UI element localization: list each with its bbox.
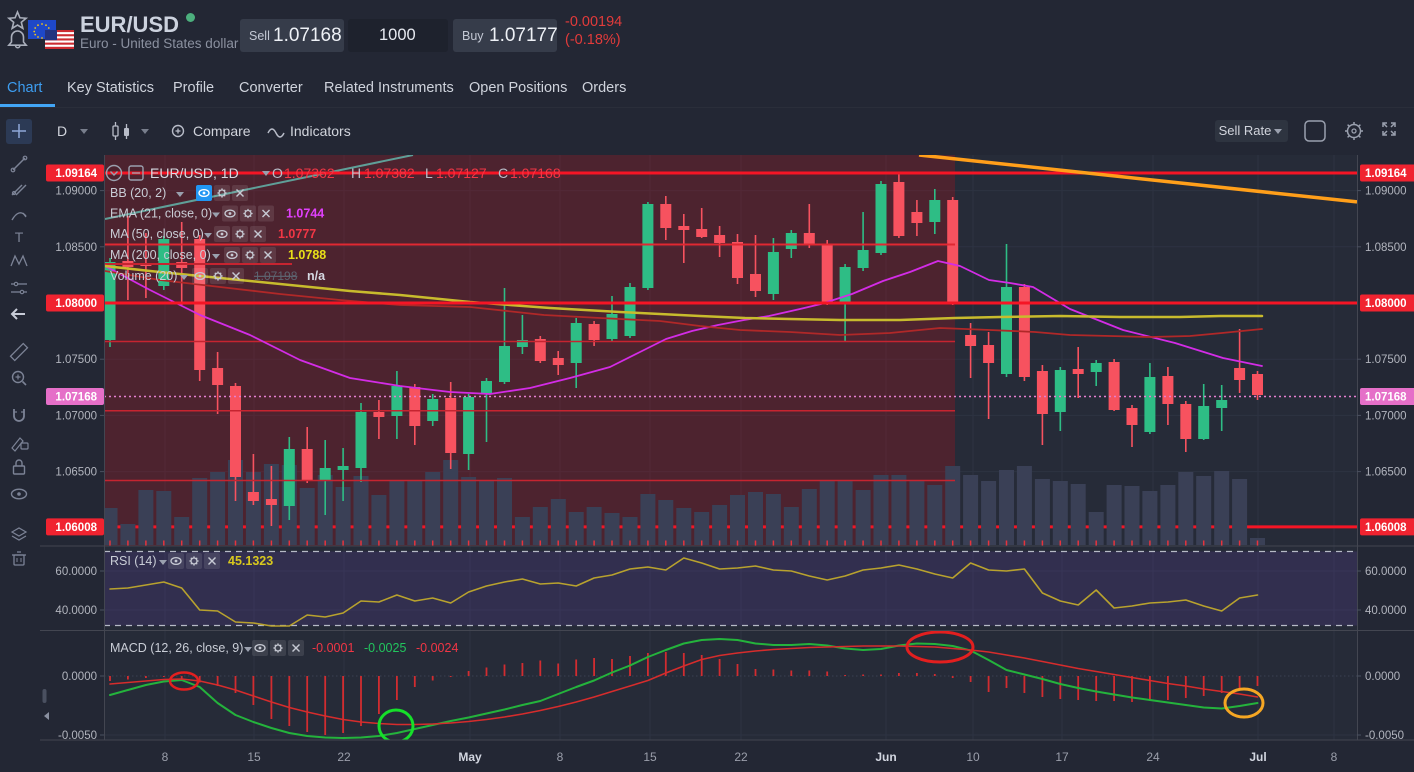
svg-text:45.1323: 45.1323	[228, 554, 273, 568]
svg-text:1.08000: 1.08000	[55, 298, 97, 310]
svg-text:22: 22	[337, 750, 351, 764]
svg-text:-0.0050: -0.0050	[1365, 730, 1404, 742]
svg-text:RSI (14): RSI (14)	[110, 554, 157, 568]
svg-text:1.07000: 1.07000	[55, 410, 97, 422]
svg-text:Indicators: Indicators	[290, 123, 351, 139]
svg-text:L: L	[425, 165, 433, 181]
svg-text:MACD (12, 26, close, 9): MACD (12, 26, close, 9)	[110, 641, 243, 655]
svg-text:May: May	[458, 750, 482, 764]
svg-text:1.06008: 1.06008	[55, 522, 97, 534]
svg-text:-0.0024: -0.0024	[416, 641, 458, 655]
svg-text:O: O	[272, 165, 283, 181]
svg-text:Volume (20): Volume (20)	[110, 269, 177, 283]
svg-text:Jun: Jun	[875, 750, 896, 764]
svg-text:1.08500: 1.08500	[1365, 242, 1407, 254]
svg-text:8: 8	[557, 750, 564, 764]
svg-text:1.0777: 1.0777	[278, 227, 316, 241]
svg-text:24: 24	[1146, 750, 1160, 764]
svg-text:-0.0050: -0.0050	[58, 730, 97, 742]
svg-text:MA (200, close, 0): MA (200, close, 0)	[110, 248, 211, 262]
svg-text:MA (50, close, 0): MA (50, close, 0)	[110, 227, 204, 241]
svg-text:1.08500: 1.08500	[55, 242, 97, 254]
svg-text:40.0000: 40.0000	[1365, 605, 1407, 617]
svg-text:H: H	[351, 165, 361, 181]
svg-text:1.07127: 1.07127	[436, 165, 487, 181]
svg-text:1.07168: 1.07168	[1365, 392, 1407, 404]
svg-text:1.07198: 1.07198	[254, 269, 298, 283]
svg-text:0.0000: 0.0000	[62, 671, 97, 683]
svg-text:60.0000: 60.0000	[55, 566, 97, 578]
svg-text:1.07000: 1.07000	[1365, 410, 1407, 422]
svg-text:22: 22	[734, 750, 748, 764]
svg-text:17: 17	[1055, 750, 1069, 764]
svg-text:1.07168: 1.07168	[55, 392, 97, 404]
svg-text:1.07500: 1.07500	[55, 354, 97, 366]
svg-text:1.07168: 1.07168	[510, 165, 561, 181]
svg-text:40.0000: 40.0000	[55, 605, 97, 617]
svg-text:C: C	[498, 165, 508, 181]
svg-text:1.09164: 1.09164	[1365, 168, 1407, 180]
svg-text:1.06500: 1.06500	[55, 467, 97, 479]
svg-text:-0.0025: -0.0025	[364, 641, 406, 655]
svg-text:8: 8	[1331, 750, 1338, 764]
svg-text:EMA (21, close, 0): EMA (21, close, 0)	[110, 207, 212, 221]
svg-text:T: T	[15, 229, 24, 245]
svg-text:0.0000: 0.0000	[1365, 671, 1400, 683]
svg-text:Jul: Jul	[1249, 750, 1266, 764]
svg-text:1.06500: 1.06500	[1365, 467, 1407, 479]
svg-text:1.0788: 1.0788	[288, 248, 326, 262]
svg-text:1.06008: 1.06008	[1365, 522, 1407, 534]
svg-text:15: 15	[643, 750, 657, 764]
svg-text:1.07500: 1.07500	[1365, 354, 1407, 366]
svg-text:10: 10	[966, 750, 980, 764]
svg-text:1.09000: 1.09000	[1365, 186, 1407, 198]
svg-text:1.07362: 1.07362	[284, 165, 335, 181]
svg-text:1.08000: 1.08000	[1365, 298, 1407, 310]
svg-text:15: 15	[247, 750, 261, 764]
svg-text:60.0000: 60.0000	[1365, 566, 1407, 578]
svg-text:1.0744: 1.0744	[286, 207, 324, 221]
svg-text:Sell Rate: Sell Rate	[1219, 123, 1272, 138]
svg-text:1.07382: 1.07382	[364, 165, 415, 181]
svg-text:1.09000: 1.09000	[55, 186, 97, 198]
svg-text:-0.0001: -0.0001	[312, 641, 354, 655]
svg-text:EUR/USD, 1D: EUR/USD, 1D	[150, 165, 239, 181]
svg-text:D: D	[57, 123, 67, 139]
svg-text:1.09164: 1.09164	[55, 168, 97, 180]
svg-text:8: 8	[162, 750, 169, 764]
svg-text:BB (20, 2): BB (20, 2)	[110, 186, 166, 200]
svg-text:Compare: Compare	[193, 123, 251, 139]
svg-text:n/a: n/a	[307, 269, 326, 283]
